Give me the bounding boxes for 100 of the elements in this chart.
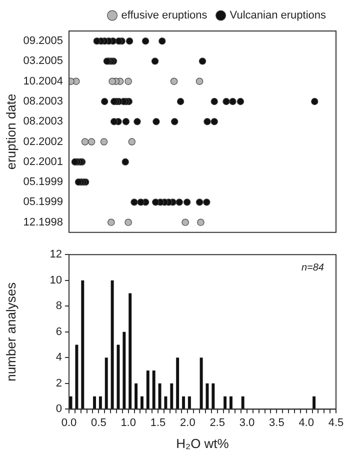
bar xyxy=(188,396,191,409)
bar xyxy=(229,396,232,409)
point xyxy=(197,218,204,226)
x-tick-label: 0.0 xyxy=(61,416,77,429)
point xyxy=(108,78,116,85)
x-tick-label: 1.0 xyxy=(120,416,136,429)
y-tick-label: 12 xyxy=(50,248,62,261)
bar xyxy=(69,396,72,409)
x-tick-label: 4.0 xyxy=(298,416,314,429)
point xyxy=(311,98,318,106)
point xyxy=(69,78,74,85)
bar xyxy=(170,383,174,409)
point xyxy=(198,58,206,65)
bar xyxy=(104,358,108,409)
y-tick-label: 08.2003 xyxy=(23,116,63,128)
x-tick-label: 0.5 xyxy=(91,416,106,429)
y-tick-label: 12.1998 xyxy=(23,216,63,228)
point xyxy=(124,78,132,85)
point xyxy=(158,37,166,45)
bar xyxy=(152,370,156,409)
point xyxy=(170,78,178,85)
y-tick-label: 8 xyxy=(56,300,62,312)
bar xyxy=(75,344,78,409)
point xyxy=(210,118,218,126)
point xyxy=(204,118,211,126)
bar xyxy=(140,396,144,409)
bar xyxy=(176,358,180,409)
point xyxy=(110,98,118,106)
point xyxy=(151,58,159,65)
point xyxy=(100,138,108,146)
bar xyxy=(182,396,185,409)
point xyxy=(229,98,236,106)
point xyxy=(196,198,204,206)
point xyxy=(137,198,144,206)
point xyxy=(126,37,134,45)
point xyxy=(74,178,82,186)
point xyxy=(171,118,178,126)
point xyxy=(210,98,218,106)
point xyxy=(176,198,183,206)
bar xyxy=(81,280,84,409)
point xyxy=(196,78,204,85)
x-axis-title: H₂O wt% xyxy=(176,436,230,451)
point xyxy=(122,158,129,166)
point xyxy=(122,118,130,126)
point xyxy=(115,37,122,45)
annotation: n=84 xyxy=(301,262,324,274)
point xyxy=(182,218,189,226)
y-tick-label: 02.2001 xyxy=(23,156,63,168)
bar xyxy=(122,332,126,409)
point xyxy=(222,98,230,106)
point xyxy=(124,218,132,226)
point xyxy=(134,118,141,126)
bar xyxy=(312,396,316,409)
y-tick-label: 03.2005 xyxy=(23,55,63,68)
point xyxy=(183,198,191,206)
y-tick-label: 2 xyxy=(56,377,62,390)
y-tick-label: 05.1999 xyxy=(23,176,63,188)
point xyxy=(110,118,118,126)
legend-label: effusive eruptions xyxy=(121,10,208,22)
bar xyxy=(128,293,132,409)
bar xyxy=(164,396,168,409)
legend-label: Vulcanian eruptions xyxy=(230,10,326,22)
bar xyxy=(98,396,102,409)
y-tick-label: 10 xyxy=(50,274,62,286)
point xyxy=(130,198,138,206)
point xyxy=(81,138,89,146)
x-tick-label: 3.5 xyxy=(269,416,284,429)
x-tick-label: 3.0 xyxy=(239,416,255,429)
y-tick-label: 05.1999 xyxy=(23,196,63,208)
point xyxy=(88,138,96,146)
x-tick-label: 1.5 xyxy=(150,416,166,429)
y-tick-label: 0 xyxy=(56,403,62,416)
y-axis-title: eruption date xyxy=(3,94,18,170)
x-tick-label: 2.0 xyxy=(180,416,196,429)
bar xyxy=(241,396,244,409)
y-tick-label: 4 xyxy=(56,352,62,364)
y-tick-label: 09.2005 xyxy=(23,35,63,48)
y-tick-label: 6 xyxy=(56,326,62,338)
x-tick-label: 4.5 xyxy=(328,416,344,429)
bar xyxy=(224,396,227,409)
bar xyxy=(146,370,150,409)
y-tick-label: 02.2002 xyxy=(23,136,63,148)
point xyxy=(152,118,160,126)
point xyxy=(152,198,160,206)
point xyxy=(71,158,79,166)
point xyxy=(142,37,150,45)
point xyxy=(203,198,210,206)
bar xyxy=(212,383,215,409)
point xyxy=(93,37,100,45)
bar xyxy=(158,383,162,409)
bar xyxy=(200,358,203,409)
x-tick-label: 2.5 xyxy=(210,416,225,429)
point xyxy=(176,98,184,106)
y-tick-label: 08.2003 xyxy=(23,96,63,108)
point xyxy=(108,218,115,226)
point xyxy=(236,98,244,106)
point xyxy=(101,98,108,106)
y-axis-title: number analyses xyxy=(3,282,18,382)
bar xyxy=(110,280,114,409)
y-tick-label: 10.2004 xyxy=(23,75,63,88)
